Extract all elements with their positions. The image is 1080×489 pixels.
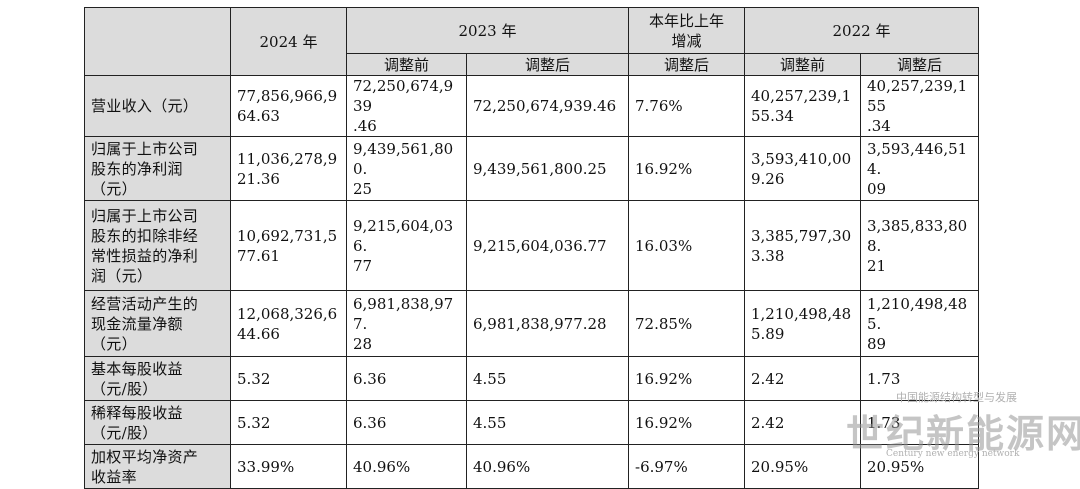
- cell-2022-before: 40,257,239,1 55.34: [744, 75, 861, 137]
- cell-2023-before: 40.96%: [346, 444, 467, 489]
- header-2022: 2022 年: [744, 7, 979, 54]
- cell-change: 16.92%: [628, 356, 745, 401]
- cell-2022-after: 3,593,446,514. 09: [860, 136, 979, 201]
- cell-2022-before: 20.95%: [744, 444, 861, 489]
- header-change-after: 调整后: [628, 53, 745, 76]
- cell-2023-after: 4.55: [466, 400, 629, 445]
- cell-2024: 10,692,731,5 77.61: [230, 200, 347, 291]
- header-2023-before: 调整前: [346, 53, 467, 76]
- cell-change: 7.76%: [628, 75, 745, 137]
- cell-2023-before: 6,981,838,977. 28: [346, 290, 467, 357]
- cell-2023-before: 6.36: [346, 356, 467, 401]
- cell-2022-after: 1.73: [860, 400, 979, 445]
- row-label: 经营活动产生的 现金流量净额 （元）: [84, 290, 231, 357]
- cell-2023-after: 72,250,674,939.46: [466, 75, 629, 137]
- header-2023-after: 调整后: [466, 53, 629, 76]
- table-row: 稀释每股收益 （元/股） 5.32 6.36 4.55 16.92% 2.42 …: [84, 400, 979, 445]
- cell-2022-after: 1,210,498,485. 89: [860, 290, 979, 357]
- cell-2022-before: 3,593,410,00 9.26: [744, 136, 861, 201]
- cell-2024: 5.32: [230, 356, 347, 401]
- header-2022-after: 调整后: [860, 53, 979, 76]
- table-row: 归属于上市公司 股东的净利润 （元） 11,036,278,9 21.36 9,…: [84, 136, 979, 201]
- row-label: 归属于上市公司 股东的净利润 （元）: [84, 136, 231, 201]
- cell-change: 16.92%: [628, 400, 745, 445]
- cell-2024: 11,036,278,9 21.36: [230, 136, 347, 201]
- cell-2023-before: 6.36: [346, 400, 467, 445]
- header-2022-before: 调整前: [744, 53, 861, 76]
- table-row: 基本每股收益 （元/股） 5.32 6.36 4.55 16.92% 2.42 …: [84, 356, 979, 401]
- cell-2023-after: 9,215,604,036.77: [466, 200, 629, 291]
- corner-header-cell: [84, 7, 231, 76]
- cell-2022-before: 2.42: [744, 356, 861, 401]
- cell-2024: 77,856,966,9 64.63: [230, 75, 347, 137]
- cell-change: 72.85%: [628, 290, 745, 357]
- row-label: 归属于上市公司 股东的扣除非经 常性损益的净利 润（元）: [84, 200, 231, 291]
- header-2024: 2024 年: [230, 7, 347, 76]
- table-row: 营业收入（元） 77,856,966,9 64.63 72,250,674,93…: [84, 75, 979, 137]
- row-label: 加权平均净资产 收益率: [84, 444, 231, 489]
- cell-change: -6.97%: [628, 444, 745, 489]
- financial-summary-table: 2024 年 2023 年 本年比上年 增减 2022 年 调整前 调整后 调整…: [84, 7, 979, 489]
- row-label: 基本每股收益 （元/股）: [84, 356, 231, 401]
- cell-change: 16.03%: [628, 200, 745, 291]
- cell-2022-before: 3,385,797,30 3.38: [744, 200, 861, 291]
- cell-2022-before: 1,210,498,48 5.89: [744, 290, 861, 357]
- cell-2022-after: 20.95%: [860, 444, 979, 489]
- cell-2023-before: 9,215,604,036. 77: [346, 200, 467, 291]
- table-row: 经营活动产生的 现金流量净额 （元） 12,068,326,6 44.66 6,…: [84, 290, 979, 357]
- table-row: 加权平均净资产 收益率 33.99% 40.96% 40.96% -6.97% …: [84, 444, 979, 489]
- cell-2023-before: 9,439,561,800. 25: [346, 136, 467, 201]
- cell-2023-after: 40.96%: [466, 444, 629, 489]
- cell-2024: 12,068,326,6 44.66: [230, 290, 347, 357]
- cell-2022-after: 40,257,239,155 .34: [860, 75, 979, 137]
- document-page: 2024 年 2023 年 本年比上年 增减 2022 年 调整前 调整后 调整…: [84, 7, 1080, 489]
- row-label: 稀释每股收益 （元/股）: [84, 400, 231, 445]
- header-change: 本年比上年 增减: [628, 7, 745, 54]
- cell-2022-before: 2.42: [744, 400, 861, 445]
- cell-2024: 5.32: [230, 400, 347, 445]
- cell-change: 16.92%: [628, 136, 745, 201]
- cell-2023-after: 6,981,838,977.28: [466, 290, 629, 357]
- cell-2022-after: 1.73: [860, 356, 979, 401]
- table-row: 归属于上市公司 股东的扣除非经 常性损益的净利 润（元） 10,692,731,…: [84, 200, 979, 291]
- row-label: 营业收入（元）: [84, 75, 231, 137]
- cell-2024: 33.99%: [230, 444, 347, 489]
- cell-2023-before: 72,250,674,939 .46: [346, 75, 467, 137]
- cell-2023-after: 4.55: [466, 356, 629, 401]
- cell-2023-after: 9,439,561,800.25: [466, 136, 629, 201]
- header-2023: 2023 年: [346, 7, 629, 54]
- cell-2022-after: 3,385,833,808. 21: [860, 200, 979, 291]
